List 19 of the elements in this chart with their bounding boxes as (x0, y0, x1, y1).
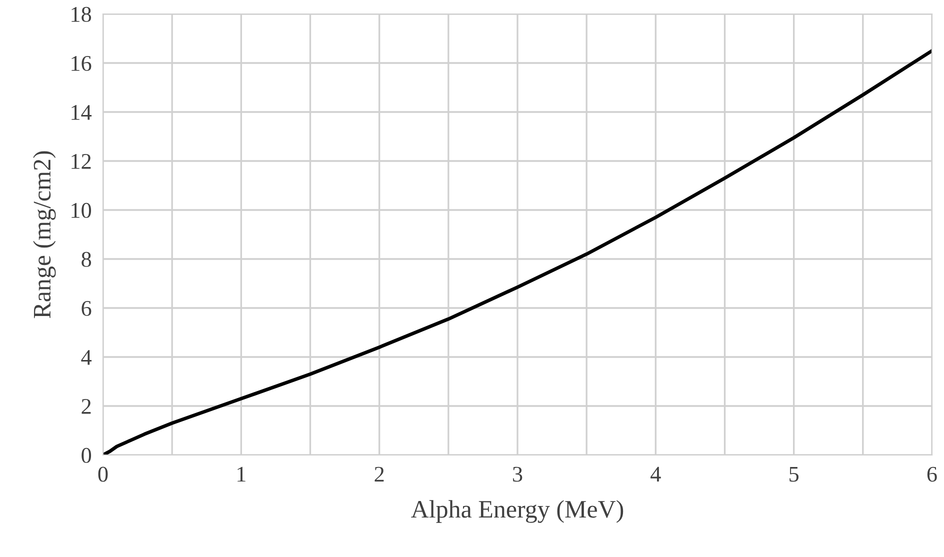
x-tick-label: 1 (238, 466, 246, 482)
x-tick-label: 6 (927, 466, 937, 482)
y-axis-title: Range (mg/cm2) (33, 151, 56, 318)
y-tick-label: 10 (72, 202, 92, 218)
y-tick-label: 14 (72, 105, 92, 120)
y-tick-label: 16 (72, 56, 92, 71)
y-tick-label: 6 (82, 300, 92, 316)
y-tick-label: 12 (72, 154, 91, 169)
y-tick-label: 8 (82, 252, 92, 267)
x-axis-title: Alpha Energy (MeV) (411, 500, 624, 523)
y-tick-label: 18 (72, 6, 92, 22)
y-tick-label: 2 (82, 398, 91, 414)
x-tick-label: 4 (650, 466, 661, 482)
x-tick-label: 3 (513, 466, 522, 482)
y-tick-label: 4 (81, 350, 92, 365)
x-tick-label: 5 (790, 466, 799, 482)
y-tick-label: 0 (82, 448, 92, 463)
x-tick-label: 0 (98, 466, 108, 482)
x-tick-label: 2 (374, 466, 384, 482)
